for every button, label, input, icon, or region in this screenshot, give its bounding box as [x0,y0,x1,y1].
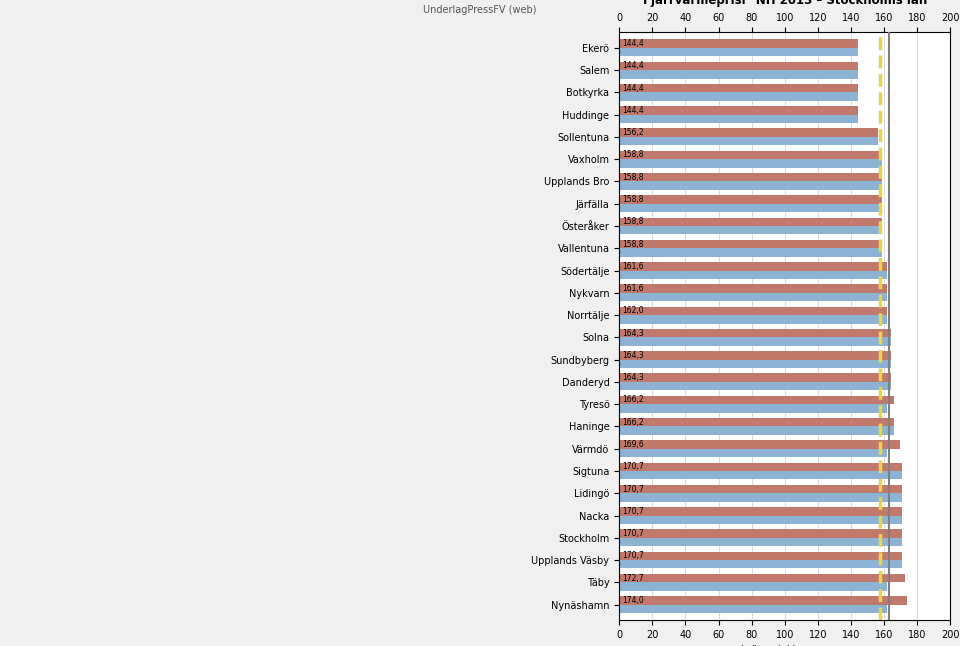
Bar [619,337,891,346]
Bar [619,418,895,426]
Text: 158,8: 158,8 [622,217,644,226]
Title: Fjärrvärmeprisr  NH 2013 – Stockholms län: Fjärrvärmeprisr NH 2013 – Stockholms län [642,0,927,7]
Bar [619,271,887,279]
Bar [619,449,887,457]
Bar [619,226,882,234]
Bar [619,315,887,324]
Bar [619,373,891,382]
Bar [619,218,882,226]
Bar [619,284,887,293]
Text: 170,7: 170,7 [622,463,644,471]
Text: 164,3: 164,3 [622,329,644,338]
Text: 166,2: 166,2 [622,395,644,404]
Bar [619,507,901,516]
Text: 174,0: 174,0 [622,596,644,605]
Bar [619,396,895,404]
Bar [619,84,858,92]
Bar [619,240,882,248]
Bar [619,329,891,337]
Bar [619,48,858,56]
Bar [619,404,887,413]
Text: 158,8: 158,8 [622,195,644,204]
Text: 172,7: 172,7 [622,574,644,583]
Text: 144,4: 144,4 [622,61,644,70]
Text: 162,0: 162,0 [622,306,644,315]
Text: 170,7: 170,7 [622,506,644,516]
Bar [619,360,891,368]
Bar [619,516,901,524]
Bar [619,182,882,190]
Bar [619,106,858,115]
Bar [619,529,901,537]
Bar [619,203,882,213]
Bar [619,351,891,360]
Bar [619,552,901,560]
Text: 169,6: 169,6 [622,440,644,449]
Bar [619,248,882,256]
Text: 164,3: 164,3 [622,373,644,382]
Bar [619,494,901,502]
Text: 161,6: 161,6 [622,262,644,271]
Bar [619,582,887,590]
Bar [619,159,882,168]
Text: 158,8: 158,8 [622,151,644,160]
Bar [619,151,882,159]
Bar [619,560,901,568]
Text: 144,4: 144,4 [622,84,644,92]
Bar [619,426,895,435]
Text: 156,2: 156,2 [622,128,644,137]
Bar [619,129,877,137]
Bar [619,61,858,70]
Bar [619,173,882,182]
Bar [619,382,891,390]
Text: 166,2: 166,2 [622,418,644,427]
Bar [619,92,858,101]
Text: 158,8: 158,8 [622,240,644,249]
Bar [619,115,858,123]
Bar [619,484,901,494]
Bar [619,195,882,203]
Bar [619,471,901,479]
Text: 170,7: 170,7 [622,484,644,494]
Bar [619,293,887,301]
Bar [619,605,887,613]
Text: 144,4: 144,4 [622,39,644,48]
Bar [619,39,858,48]
Bar [619,440,900,449]
Text: 170,7: 170,7 [622,551,644,560]
Text: UnderlagPressFV (web): UnderlagPressFV (web) [423,5,537,15]
Text: 170,7: 170,7 [622,529,644,538]
Bar [619,70,858,79]
Bar [619,463,901,471]
Text: 158,8: 158,8 [622,172,644,182]
Text: 161,6: 161,6 [622,284,644,293]
Bar [619,537,901,547]
Bar [619,262,887,271]
Bar [619,596,907,605]
Bar [619,307,887,315]
Bar [619,574,905,582]
Bar [619,137,877,145]
Text: 164,3: 164,3 [622,351,644,360]
Text: 144,4: 144,4 [622,106,644,115]
